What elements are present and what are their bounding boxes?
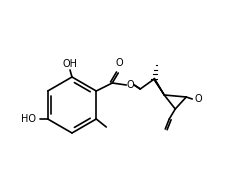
Text: O: O bbox=[126, 80, 134, 90]
Text: HO: HO bbox=[21, 114, 36, 124]
Text: O: O bbox=[116, 58, 123, 68]
Text: OH: OH bbox=[63, 59, 77, 69]
Text: O: O bbox=[194, 94, 202, 104]
Polygon shape bbox=[154, 78, 164, 95]
